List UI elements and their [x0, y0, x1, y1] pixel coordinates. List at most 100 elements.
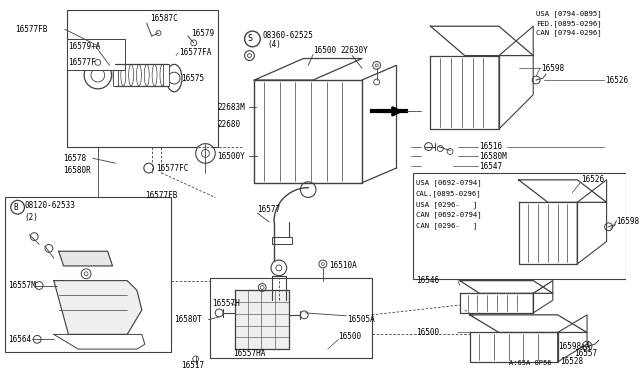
Text: CAN [0794-0296]: CAN [0794-0296]	[536, 30, 602, 36]
Circle shape	[215, 309, 223, 317]
Circle shape	[33, 336, 41, 343]
Circle shape	[582, 341, 592, 351]
Bar	[272, 237, 292, 244]
Ellipse shape	[152, 64, 157, 86]
Circle shape	[91, 68, 105, 82]
Circle shape	[300, 311, 308, 319]
Text: CAN [0692-0794]: CAN [0692-0794]	[416, 212, 481, 218]
Circle shape	[585, 344, 589, 348]
Text: A:65A 0P56: A:65A 0P56	[509, 360, 551, 366]
Text: USA [0794-0B95]: USA [0794-0B95]	[536, 10, 602, 17]
Ellipse shape	[129, 64, 134, 86]
Circle shape	[374, 79, 380, 85]
Text: S: S	[247, 35, 252, 44]
Circle shape	[244, 31, 260, 47]
Text: 16580M: 16580M	[479, 152, 507, 161]
Circle shape	[271, 260, 287, 276]
Text: 08360-62525: 08360-62525	[262, 31, 313, 39]
Text: 16505A: 16505A	[348, 315, 375, 324]
Bar	[413, 173, 626, 279]
Text: B: B	[13, 203, 19, 212]
Bar	[163, 64, 169, 86]
Text: 16526: 16526	[605, 76, 628, 84]
Text: USA [0692-0794]: USA [0692-0794]	[416, 179, 481, 186]
Circle shape	[447, 148, 453, 154]
Circle shape	[196, 144, 215, 163]
Text: 16598: 16598	[541, 64, 564, 73]
Circle shape	[244, 51, 254, 61]
Circle shape	[144, 163, 154, 173]
Bar	[113, 64, 118, 86]
Circle shape	[276, 265, 282, 271]
Text: 16578: 16578	[63, 154, 87, 163]
Text: 22680: 22680	[217, 119, 241, 129]
Circle shape	[320, 280, 326, 285]
Text: 16510A: 16510A	[329, 262, 356, 270]
Text: 16557HA: 16557HA	[233, 349, 265, 359]
Text: 16577FC: 16577FC	[157, 164, 189, 173]
Ellipse shape	[136, 64, 141, 86]
Circle shape	[532, 76, 540, 84]
Text: 22630Y: 22630Y	[340, 46, 368, 55]
Circle shape	[259, 283, 266, 291]
Circle shape	[35, 282, 43, 289]
Circle shape	[156, 31, 161, 35]
Text: 16557H: 16557H	[212, 299, 240, 308]
Text: 08120-62533: 08120-62533	[24, 201, 76, 210]
Bar	[67, 39, 125, 70]
Bar	[5, 198, 172, 352]
Text: 16526: 16526	[581, 175, 604, 185]
Text: 16547: 16547	[479, 162, 502, 171]
Polygon shape	[54, 280, 142, 334]
Ellipse shape	[121, 64, 125, 86]
Circle shape	[437, 145, 444, 151]
Circle shape	[30, 232, 38, 240]
Text: 16577FB: 16577FB	[15, 25, 47, 33]
Text: 16579+A: 16579+A	[68, 42, 101, 51]
Circle shape	[202, 150, 209, 157]
Circle shape	[84, 272, 88, 276]
Text: 16517: 16517	[181, 361, 204, 370]
Circle shape	[168, 72, 180, 84]
Circle shape	[95, 60, 100, 65]
Text: 16587C: 16587C	[150, 14, 177, 23]
Circle shape	[81, 269, 91, 279]
Circle shape	[321, 263, 324, 266]
Text: CAN [0296-   ]: CAN [0296- ]	[416, 222, 477, 229]
Circle shape	[193, 356, 198, 362]
Text: FED.[0895-0296]: FED.[0895-0296]	[536, 20, 602, 27]
Text: 16557M: 16557M	[8, 281, 36, 290]
Text: 16580R: 16580R	[63, 166, 92, 174]
Text: 16577FA: 16577FA	[179, 48, 211, 57]
Circle shape	[372, 61, 381, 69]
Circle shape	[84, 61, 111, 89]
Ellipse shape	[144, 64, 149, 86]
Text: 16500: 16500	[339, 332, 362, 341]
Text: 16598: 16598	[616, 217, 639, 227]
Text: 16577: 16577	[257, 205, 280, 214]
Bar	[211, 278, 372, 358]
Circle shape	[424, 142, 433, 151]
Ellipse shape	[160, 64, 165, 86]
Text: 16577F: 16577F	[68, 58, 96, 67]
Text: (2): (2)	[24, 212, 38, 221]
Ellipse shape	[166, 64, 182, 92]
Text: 16500Y: 16500Y	[217, 152, 245, 161]
Circle shape	[319, 260, 327, 268]
Ellipse shape	[113, 64, 118, 86]
Circle shape	[605, 223, 612, 231]
Text: 16528: 16528	[559, 357, 583, 366]
Text: 16579: 16579	[191, 29, 214, 38]
Circle shape	[191, 40, 196, 46]
Circle shape	[248, 54, 252, 58]
Text: 16577FB: 16577FB	[145, 191, 177, 200]
Circle shape	[300, 182, 316, 198]
Text: 16500: 16500	[416, 328, 439, 337]
Text: (4): (4)	[267, 40, 281, 49]
Circle shape	[11, 201, 24, 214]
Text: 16557: 16557	[574, 349, 598, 359]
Text: 22683M: 22683M	[217, 103, 245, 112]
Circle shape	[45, 244, 53, 252]
Text: 16598+A: 16598+A	[557, 341, 590, 351]
Circle shape	[260, 285, 264, 289]
